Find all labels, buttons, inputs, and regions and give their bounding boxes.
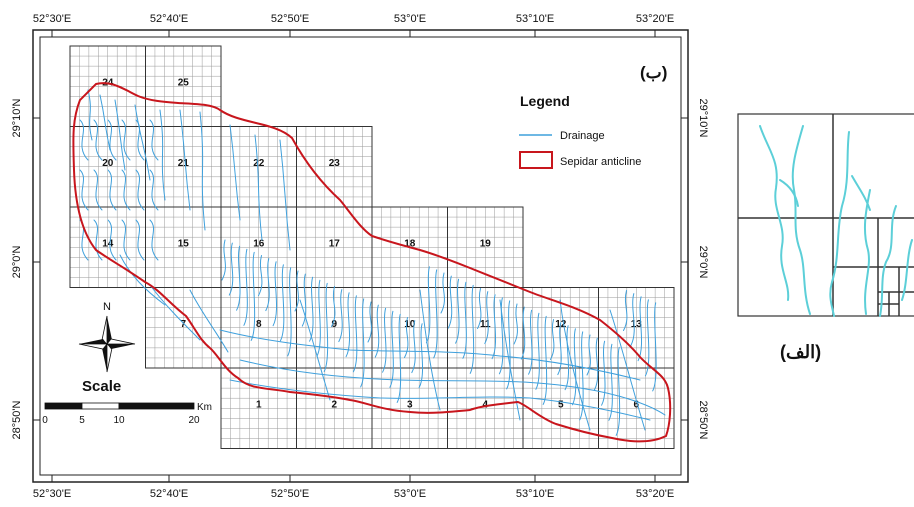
- sepidar-anticline-boundary: [72, 82, 672, 443]
- map-tile: 2: [296, 367, 373, 449]
- top-tick-label: 53°20'E: [636, 13, 674, 25]
- anticline-legend-label: Sepidar anticline: [560, 156, 641, 168]
- right-tick-labels: 29°10'N 29°0'N 28°50'N: [697, 99, 709, 440]
- tile-number: 21: [178, 158, 190, 169]
- main-map: 52°30'E 52°40'E 52°50'E 53°0'E 53°10'E 5…: [11, 13, 709, 500]
- tile-number: 15: [178, 238, 190, 249]
- scale-unit: Km: [197, 402, 212, 413]
- tile-number: 3: [407, 399, 413, 410]
- left-tick-label: 29°0'N: [11, 246, 23, 279]
- right-tick-label: 28°50'N: [697, 401, 709, 440]
- scale-tick: 0: [42, 415, 48, 426]
- north-label: N: [103, 301, 111, 313]
- bottom-tick-label: 53°0'E: [394, 488, 426, 500]
- tile-number: 18: [404, 238, 416, 249]
- tile-number: 1: [256, 399, 262, 410]
- top-graticule-ticks: [51, 30, 656, 482]
- top-tick-label: 52°40'E: [150, 13, 188, 25]
- tile-number: 12: [555, 319, 567, 330]
- tile-number: 5: [558, 399, 564, 410]
- scale-tick: 10: [113, 415, 125, 426]
- top-tick-label: 53°0'E: [394, 13, 426, 25]
- inset-drainage: [759, 125, 913, 317]
- left-tick-labels: 29°10'N 29°0'N 28°50'N: [11, 98, 23, 439]
- legend: Legend Drainage Sepidar anticline: [519, 93, 641, 169]
- north-arrow-icon: [107, 316, 112, 344]
- tile-number: 6: [633, 399, 639, 410]
- bottom-tick-label: 52°30'E: [33, 488, 71, 500]
- tile-number: 13: [631, 319, 643, 330]
- inset-frame: [737, 113, 914, 317]
- scale-tick: 20: [188, 415, 200, 426]
- left-tick-label: 28°50'N: [11, 400, 23, 439]
- tile-number: 2: [331, 399, 337, 410]
- scale-tick: 5: [79, 415, 85, 426]
- north-arrow: N: [78, 301, 136, 373]
- bottom-tick-labels: 52°30'E 52°40'E 52°50'E 53°0'E 53°10'E 5…: [33, 488, 674, 500]
- top-tick-label: 53°10'E: [516, 13, 554, 25]
- panel-label: (ب): [640, 63, 667, 82]
- tile-number: 10: [404, 319, 416, 330]
- bottom-tick-label: 52°50'E: [271, 488, 309, 500]
- tile-number: 9: [331, 319, 337, 330]
- tile-number: 25: [178, 77, 190, 88]
- map-tile: 7: [145, 287, 222, 369]
- tile-number: 4: [482, 399, 488, 410]
- bottom-tick-label: 53°10'E: [516, 488, 554, 500]
- drainage-legend-label: Drainage: [560, 130, 605, 142]
- legend-title: Legend: [520, 93, 570, 109]
- tile-number: 16: [253, 238, 265, 249]
- right-tick-label: 29°0'N: [697, 246, 709, 279]
- tile-number: 23: [329, 158, 341, 169]
- inset-map: (الف): [737, 113, 914, 362]
- scale-title: Scale: [82, 378, 121, 395]
- tile-number: 14: [102, 238, 114, 249]
- tile-number: 11: [480, 319, 491, 330]
- drainage-network: [79, 89, 666, 436]
- top-tick-labels: 52°30'E 52°40'E 52°50'E 53°0'E 53°10'E 5…: [33, 13, 674, 25]
- top-tick-label: 52°30'E: [33, 13, 71, 25]
- tile-number: 20: [102, 158, 114, 169]
- bottom-tick-label: 53°20'E: [636, 488, 674, 500]
- top-tick-label: 52°50'E: [271, 13, 309, 25]
- side-graticule-ticks: [33, 117, 688, 421]
- right-tick-label: 29°10'N: [697, 99, 709, 138]
- tile-number: 17: [329, 238, 341, 249]
- tile-number: 19: [480, 238, 492, 249]
- tile-number: 8: [256, 319, 262, 330]
- map-tile: 13: [598, 287, 675, 369]
- left-tick-label: 29°10'N: [11, 98, 23, 137]
- bottom-tick-label: 52°40'E: [150, 488, 188, 500]
- anticline-legend-symbol: [519, 151, 553, 169]
- tile-number: 22: [253, 158, 265, 169]
- scale-bar: Scale Km 0 5 10 20: [42, 378, 212, 426]
- tile-number: 7: [180, 319, 186, 330]
- inset-label: (الف): [780, 342, 821, 362]
